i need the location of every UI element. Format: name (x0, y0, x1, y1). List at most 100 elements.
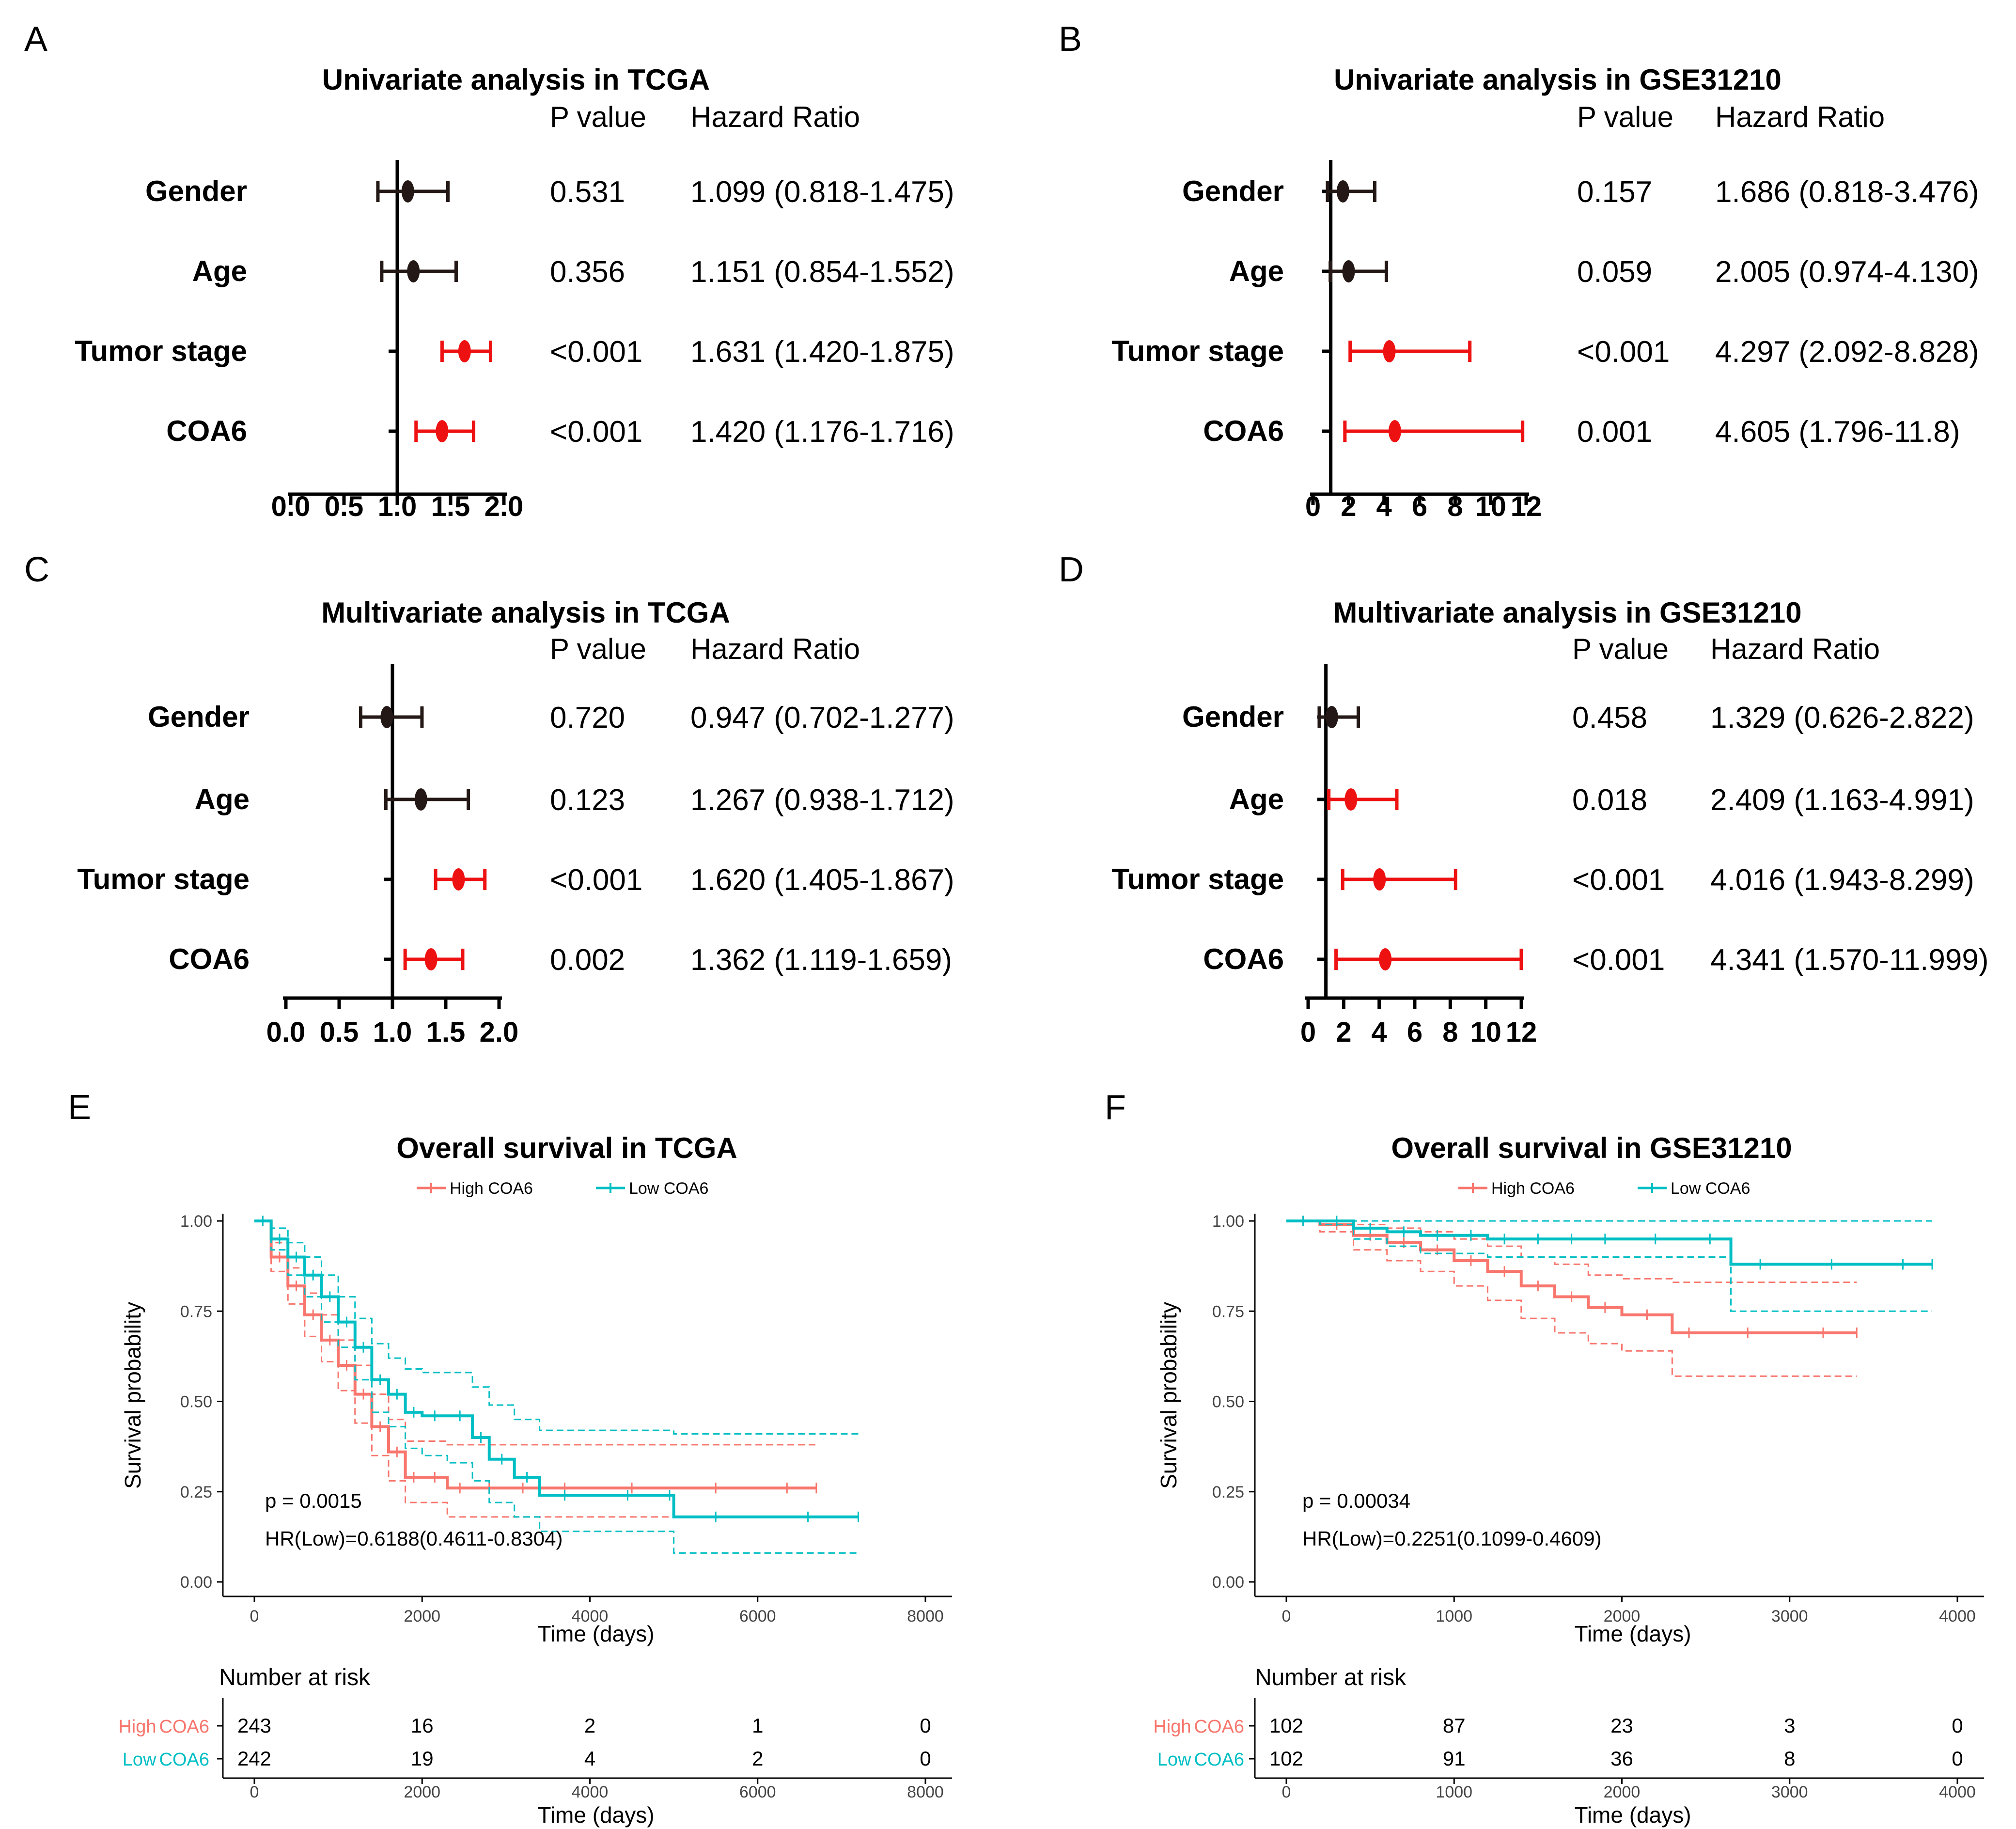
hazard-ratio-cell: 4.016 (1.943-8.299) (1710, 863, 1974, 897)
variable-label: Tumor stage (1111, 863, 1284, 895)
risk-strata-label: High COA6 (1153, 1717, 1244, 1737)
variable-label: Gender (1182, 175, 1284, 207)
variable-label: COA6 (169, 943, 250, 975)
x-tick-label: 8 (1447, 491, 1463, 522)
risk-x-tick-label: 4000 (572, 1783, 609, 1801)
risk-count: 1 (752, 1714, 763, 1737)
forest-row: COA6 0.002 1.362 (1.119-1.659) (169, 943, 952, 977)
risk-count: 19 (411, 1747, 434, 1770)
hazard-ratio-point (407, 260, 420, 282)
pvalue-annotation: p = 0.0015 (265, 1489, 362, 1512)
forest-row: Age 0.059 2.005 (0.974-4.130) (1229, 255, 1979, 289)
y-tick-label: 1.00 (1212, 1212, 1244, 1231)
forest-panel-a: A Univariate analysis in TCGA P value Hazar… (24, 20, 954, 522)
risk-strata-prefix: Low (1157, 1750, 1191, 1770)
pvalue-cell: <0.001 (550, 335, 642, 369)
x-tick-label: 4 (1372, 1016, 1387, 1048)
risk-count: 102 (1269, 1714, 1303, 1737)
variable-label: COA6 (166, 415, 247, 447)
variable-label: Tumor stage (77, 863, 250, 895)
risk-count: 2 (584, 1714, 595, 1737)
pvalue-cell: 0.531 (550, 175, 625, 209)
x-tick-label: 2000 (1604, 1607, 1641, 1626)
risk-count: 0 (920, 1747, 931, 1770)
x-tick-label: 4000 (572, 1607, 609, 1626)
forest-row: Tumor stage <0.001 4.297 (2.092-8.828) (1111, 335, 1979, 369)
risk-strata-prefix: High (1153, 1717, 1191, 1737)
variable-label: COA6 (1203, 415, 1284, 447)
forest-panel-c: C Multivariate analysis in TCGA P value Haz… (24, 550, 954, 1048)
hazard-ratio-point (414, 788, 427, 811)
hazard-ratio-point (424, 948, 438, 970)
forest-row: Gender 0.157 1.686 (0.818-3.476) (1182, 175, 1979, 209)
legend-label: High COA6 (1491, 1179, 1575, 1198)
risk-strata-prefix: Low (123, 1750, 156, 1770)
variable-label: Age (1229, 783, 1284, 815)
risk-count: 0 (1952, 1714, 1963, 1737)
x-tick-label: 1000 (1436, 1607, 1472, 1626)
forest-row: COA6 <0.001 4.341 (1.570-11.999) (1203, 943, 1988, 977)
risk-x-tick-label: 6000 (739, 1783, 776, 1801)
x-tick-label: 6 (1407, 1016, 1422, 1048)
hazard-ratio-header: Hazard Ratio (690, 101, 860, 133)
risk-count: 102 (1269, 1747, 1303, 1770)
x-tick-label: 6 (1412, 491, 1427, 522)
hazard-ratio-point (1379, 948, 1392, 970)
y-tick-label: 0.75 (180, 1302, 212, 1321)
hazard-ratio-cell: 1.362 (1.119-1.659) (690, 943, 952, 977)
panel-letter: D (1059, 550, 1084, 589)
pvalue-header: P value (550, 633, 646, 665)
panel-title: Overall survival in TCGA (396, 1132, 737, 1164)
x-tick-label: 0 (250, 1607, 259, 1626)
risk-strata-label: Low COA6 (1157, 1750, 1244, 1770)
variable-label: Gender (1182, 701, 1284, 733)
risk-count: 242 (237, 1747, 271, 1770)
pvalue-cell: <0.001 (550, 863, 642, 897)
variable-label: Age (1229, 255, 1284, 287)
pvalue-cell: 0.458 (1572, 701, 1647, 735)
risk-table-title: Number at risk (219, 1665, 371, 1690)
panel-letter: A (24, 20, 47, 59)
risk-strata-label: High COA6 (118, 1717, 209, 1737)
x-tick-label: 8000 (907, 1607, 944, 1626)
y-tick-label: 0.00 (1212, 1573, 1244, 1592)
pvalue-cell: <0.001 (1572, 863, 1665, 897)
risk-count: 87 (1443, 1714, 1466, 1737)
hazard-ratio-point (1342, 260, 1355, 282)
hazard-ratio-annotation: HR(Low)=0.2251(0.1099-0.4609) (1302, 1527, 1602, 1550)
y-tick-label: 0.25 (180, 1483, 212, 1501)
forest-row: Age 0.018 2.409 (1.163-4.991) (1229, 783, 1974, 817)
x-tick-label: 0.0 (271, 491, 311, 522)
hazard-ratio-point (401, 180, 414, 203)
panel-letter: B (1059, 20, 1082, 59)
y-tick-label: 1.00 (180, 1212, 212, 1231)
risk-x-axis-label: Time (days) (1574, 1802, 1691, 1828)
y-tick-label: 0.25 (1212, 1483, 1244, 1501)
confidence-band-lower (1286, 1220, 1857, 1377)
x-tick-label: 4000 (1939, 1607, 1976, 1626)
x-tick-label: 2.0 (480, 1016, 519, 1048)
pvalue-header: P value (1577, 101, 1673, 133)
panel-title: Univariate analysis in GSE31210 (1334, 63, 1782, 96)
variable-label: COA6 (1203, 943, 1284, 975)
hazard-ratio-point (1325, 706, 1338, 728)
legend-label: Low COA6 (629, 1179, 708, 1198)
hazard-ratio-header: Hazard Ratio (1715, 101, 1885, 133)
pvalue-cell: 0.001 (1577, 415, 1652, 449)
risk-table-title: Number at risk (1255, 1665, 1407, 1690)
x-tick-label: 3000 (1771, 1607, 1808, 1626)
hazard-ratio-cell: 0.947 (0.702-1.277) (690, 701, 954, 735)
risk-x-axis-label: Time (days) (537, 1802, 654, 1828)
x-tick-label: 0.0 (266, 1016, 306, 1048)
risk-strata-suffix: COA6 (1194, 1717, 1244, 1737)
hazard-ratio-point (452, 868, 465, 891)
risk-count: 4 (584, 1747, 595, 1770)
risk-count: 0 (1952, 1747, 1963, 1770)
hazard-ratio-cell: 1.151 (0.854-1.552) (690, 255, 954, 289)
hazard-ratio-cell: 1.631 (1.420-1.875) (690, 335, 954, 369)
risk-x-tick-label: 2000 (1604, 1783, 1641, 1801)
pvalue-annotation: p = 0.00034 (1302, 1489, 1410, 1512)
risk-strata-prefix: High (118, 1717, 156, 1737)
survival-curve (254, 1219, 816, 1490)
